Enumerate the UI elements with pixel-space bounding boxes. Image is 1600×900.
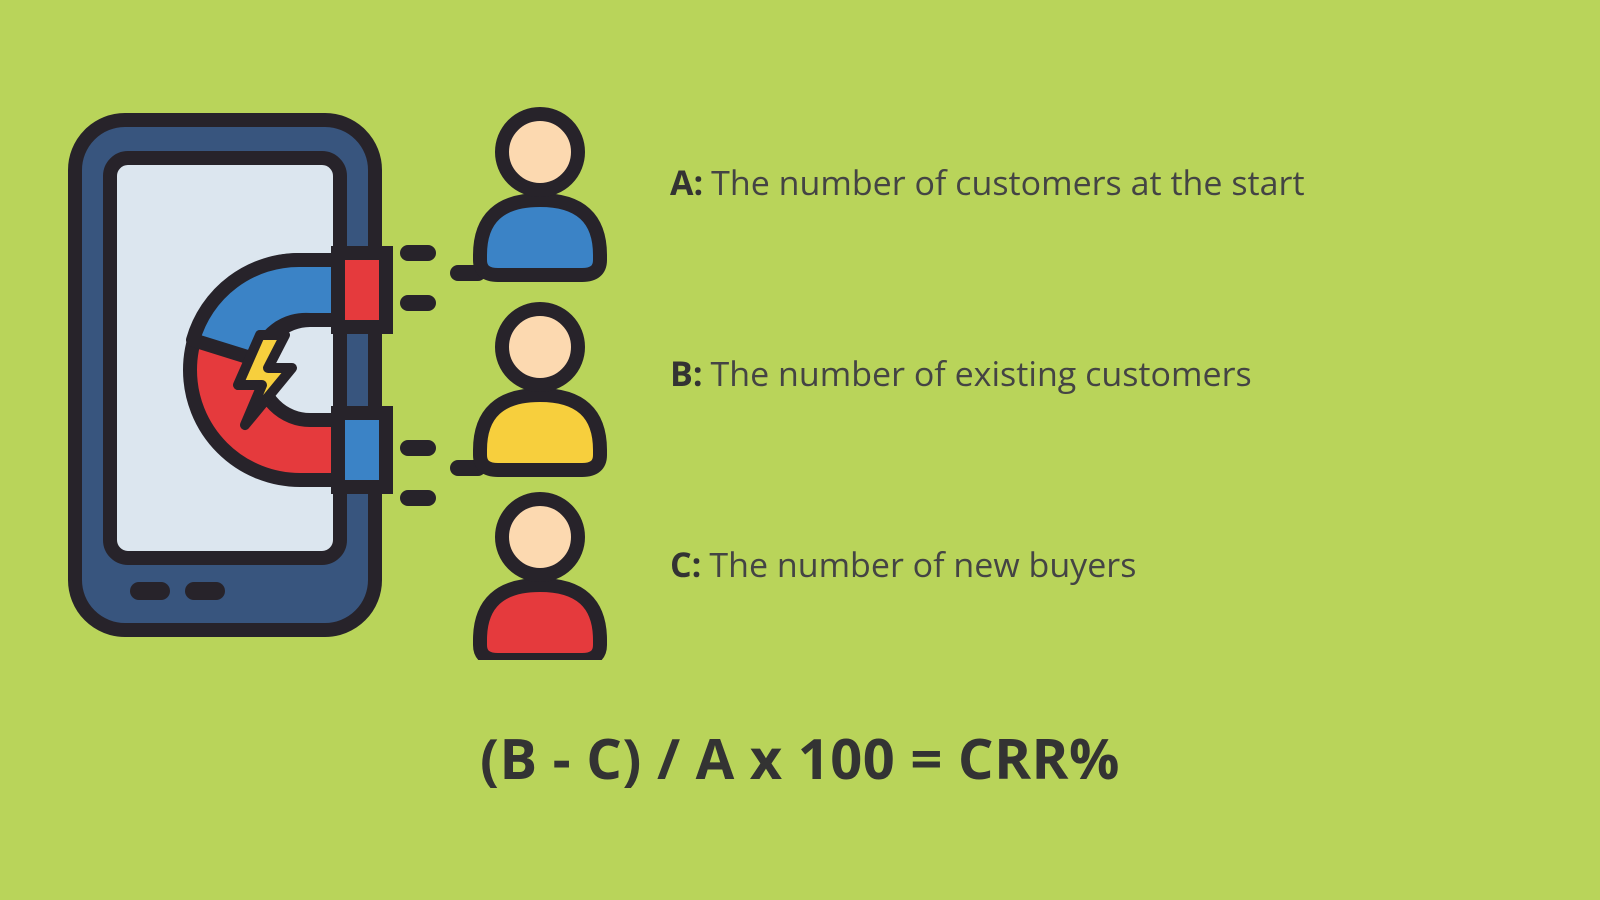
legend-text: The number of existing customers: [711, 351, 1252, 397]
legend-row-a: A: The number of customers at the start: [670, 160, 1530, 206]
legend-row-b: B: The number of existing customers: [670, 351, 1530, 397]
legend-letter: A:: [670, 160, 703, 206]
formula-text: (B - C) / A x 100 = CRR%: [0, 720, 1600, 796]
legend-letter: B:: [670, 351, 703, 397]
legend-text: The number of new buyers: [709, 542, 1136, 588]
person-icon-red: [480, 499, 600, 660]
person-icon-yellow: [480, 309, 600, 470]
legend-text: The number of customers at the start: [711, 160, 1304, 206]
magnet-phone-illustration: [60, 100, 630, 660]
legend-letter: C:: [670, 542, 701, 588]
legend-row-c: C: The number of new buyers: [670, 542, 1530, 588]
legend-list: A: The number of customers at the start …: [670, 160, 1530, 588]
person-icon-blue: [480, 114, 600, 275]
